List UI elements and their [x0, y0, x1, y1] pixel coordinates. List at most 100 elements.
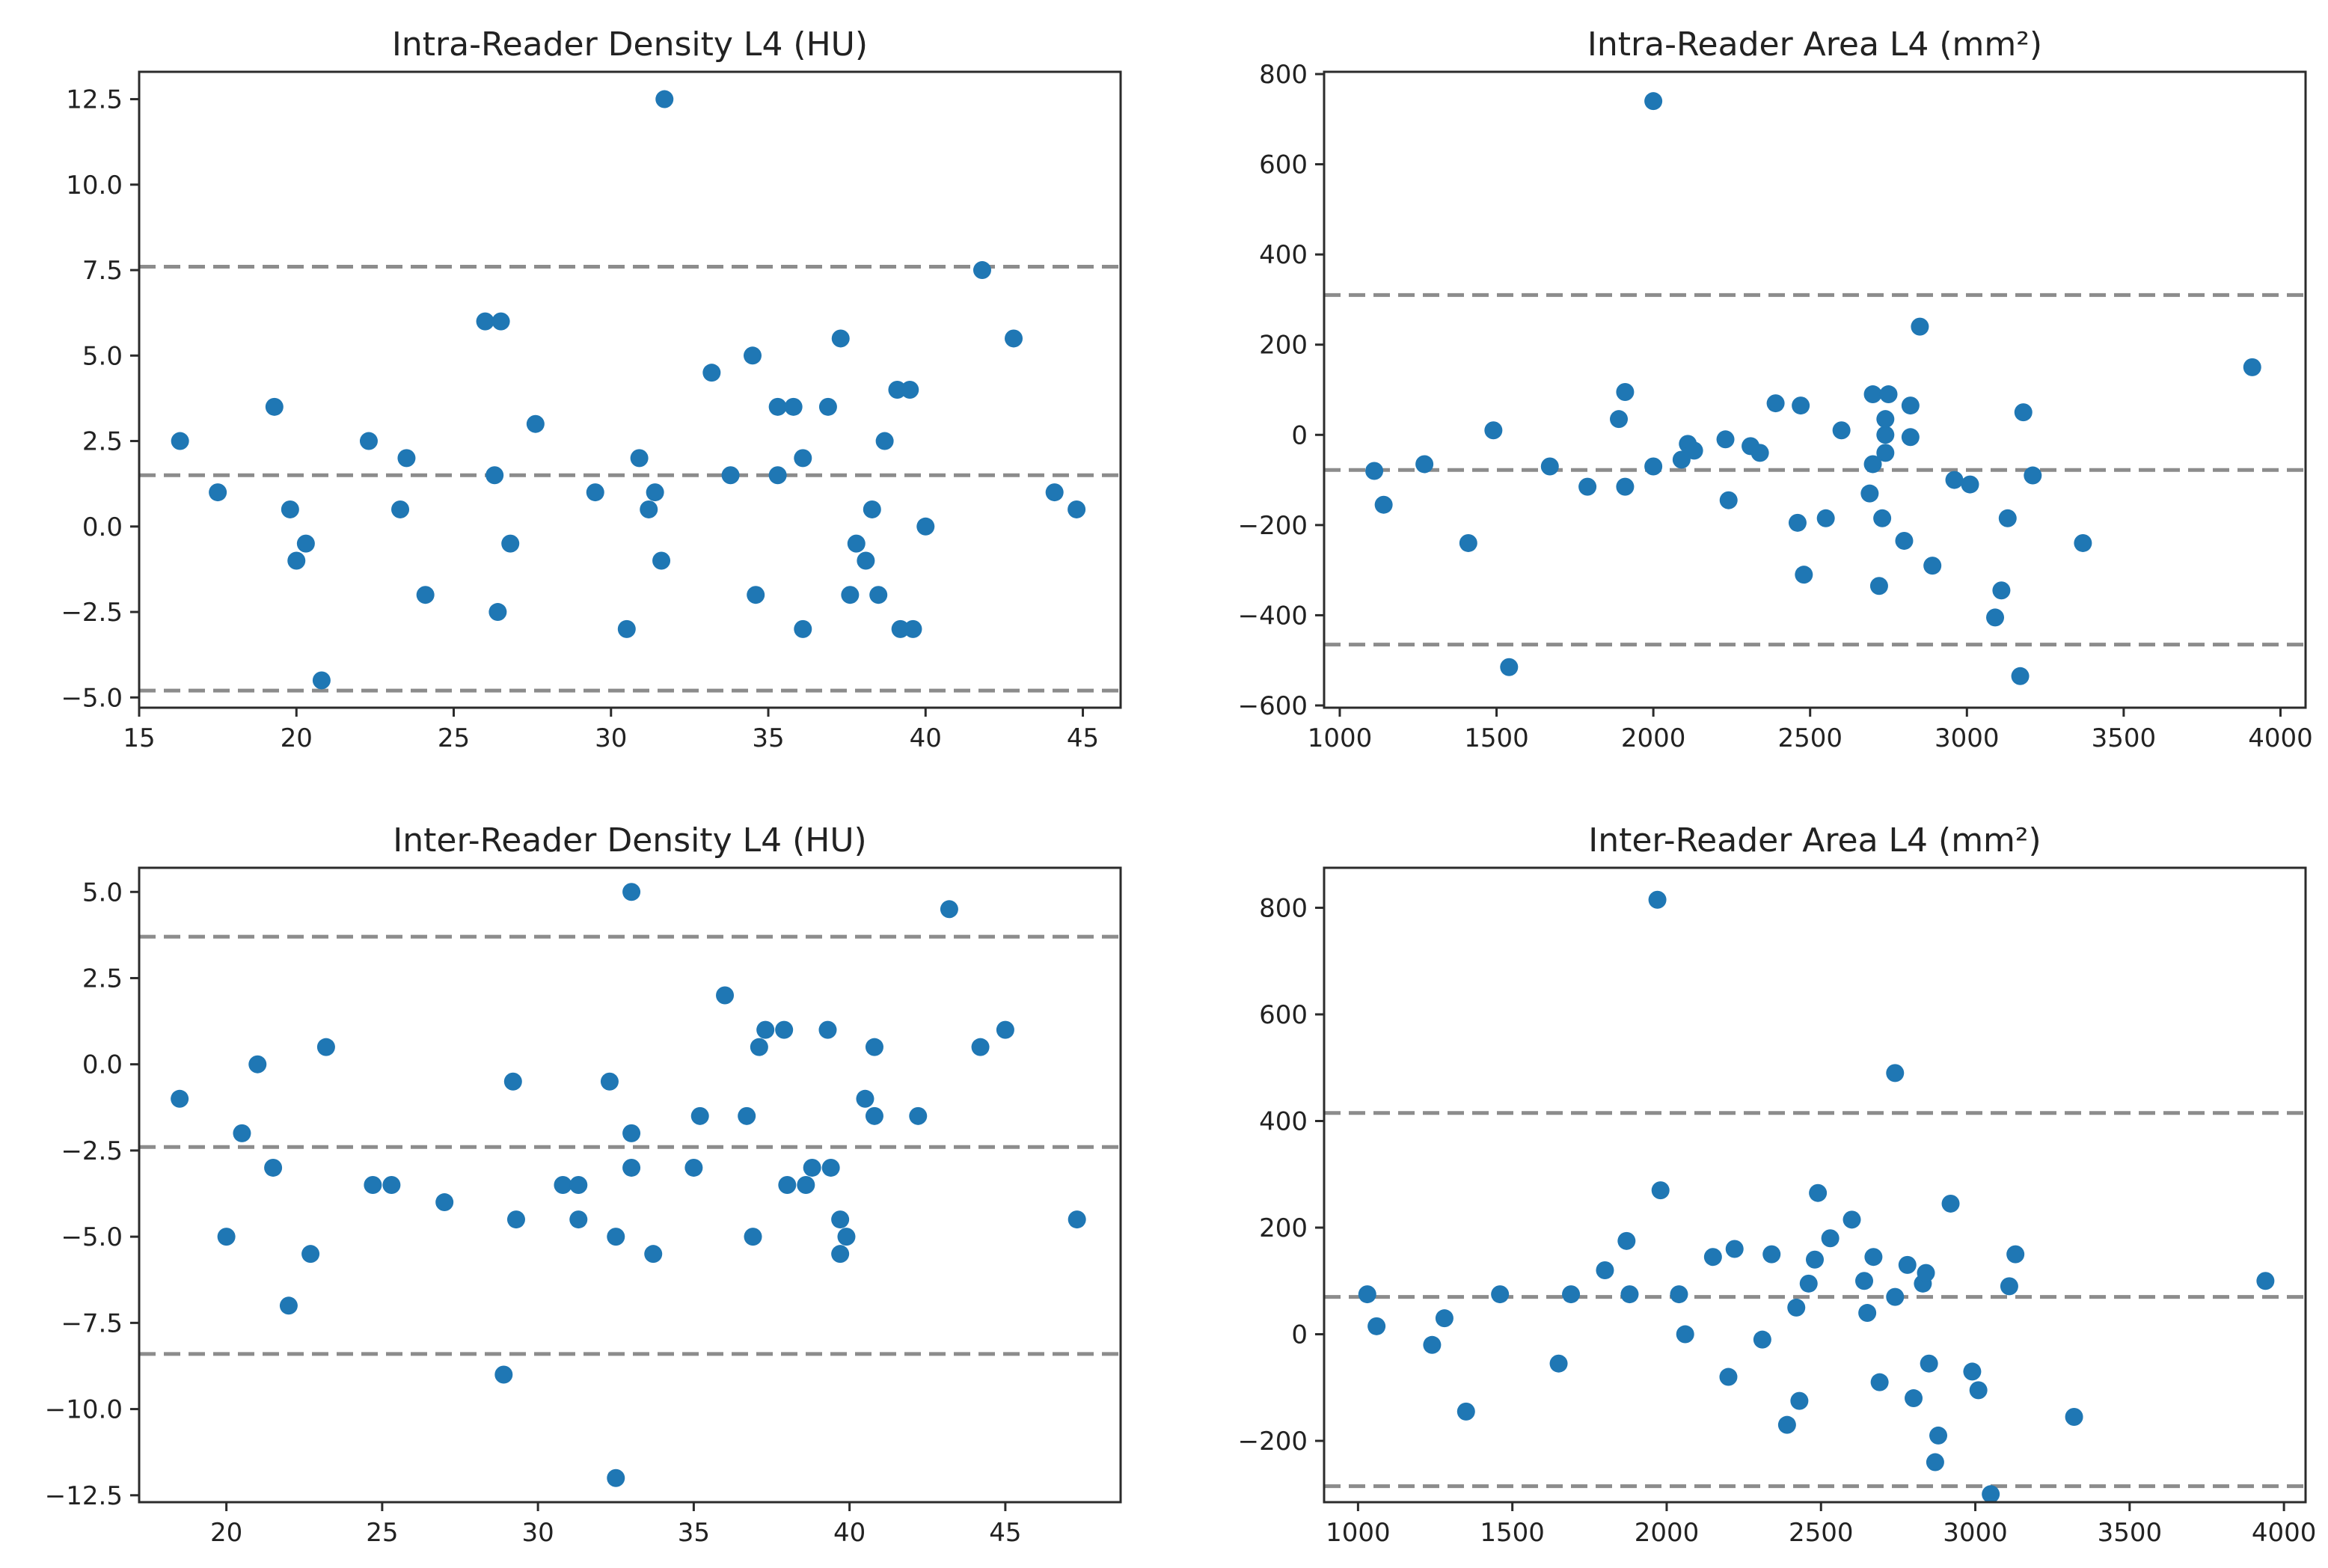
data-point: [640, 500, 658, 518]
data-point: [972, 261, 991, 280]
data-point: [1920, 1354, 1938, 1373]
data-point: [646, 483, 664, 502]
data-point: [1923, 557, 1942, 575]
data-point: [2024, 466, 2042, 485]
data-point: [617, 619, 636, 638]
data-point: [744, 1228, 762, 1246]
data-point: [1750, 444, 1769, 462]
data-point: [684, 1158, 703, 1177]
data-point: [1685, 441, 1703, 460]
x-tick-label: 1000: [1308, 723, 1373, 753]
data-point: [1672, 450, 1691, 469]
data-point: [607, 1469, 625, 1487]
data-point: [435, 1193, 454, 1212]
data-point: [1941, 1194, 1960, 1213]
plot-frame: [1323, 70, 2307, 709]
data-point: [738, 1106, 756, 1125]
data-point: [391, 500, 410, 518]
data-point: [1876, 444, 1895, 462]
data-point: [1806, 1250, 1824, 1269]
data-point: [721, 466, 740, 485]
x-tick-label: 35: [752, 723, 784, 753]
data-point: [1578, 477, 1597, 496]
x-tick-label: 15: [123, 723, 155, 753]
data-point: [488, 603, 507, 622]
intra-reader-area-panel: Intra-Reader Area L4 (mm²)1000 1500 2000 25…: [1238, 25, 2313, 753]
data-point: [1500, 658, 1519, 676]
x-tick-label: 40: [910, 723, 942, 753]
x-tick-label: 45: [989, 1518, 1021, 1548]
data-point: [869, 586, 888, 604]
x-tick-label: 35: [678, 1518, 710, 1548]
data-point: [1365, 462, 1384, 480]
data-point: [1067, 500, 1086, 518]
data-point: [1374, 495, 1393, 514]
x-tick-label: 1500: [1464, 723, 1529, 753]
data-point: [1719, 491, 1738, 509]
data-point: [1809, 1183, 1828, 1202]
data-point: [485, 466, 504, 485]
x-tick-label: 2000: [1635, 1518, 1700, 1548]
data-point: [1799, 1274, 1818, 1293]
data-point: [287, 551, 306, 570]
data-point: [607, 1228, 625, 1246]
data-point: [491, 312, 510, 331]
data-point: [1821, 1229, 1840, 1248]
data-point: [569, 1210, 588, 1229]
data-point: [768, 397, 787, 416]
plot-frame: [138, 866, 1122, 1504]
data-point: [1876, 410, 1895, 429]
y-tick-label: 800: [1259, 60, 1308, 90]
x-tick-label: 3500: [2098, 1518, 2163, 1548]
data-point: [1766, 394, 1785, 413]
x-tick-label: 40: [833, 1518, 866, 1548]
chart-title: Intra-Reader Area L4 (mm²): [1587, 25, 2042, 64]
data-point: [554, 1176, 572, 1194]
data-point: [1562, 1285, 1581, 1304]
data-point: [702, 364, 721, 382]
data-point: [865, 1106, 883, 1125]
data-point: [494, 1365, 513, 1384]
data-point: [803, 1158, 821, 1177]
data-point: [217, 1228, 236, 1246]
data-point: [971, 1038, 990, 1056]
data-point: [1703, 1248, 1722, 1267]
data-point: [1982, 1485, 2000, 1504]
data-point: [940, 900, 958, 919]
y-tick-label: −200: [1238, 1427, 1308, 1457]
data-point: [831, 1245, 850, 1264]
y-tick-label: 12.5: [66, 85, 123, 115]
x-tick-label: 1500: [1480, 1518, 1545, 1548]
data-point: [1670, 1285, 1688, 1304]
chart-title: Inter-Reader Area L4 (mm²): [1588, 821, 2041, 860]
x-tick-label: 3000: [1935, 723, 2000, 753]
data-point: [1484, 421, 1503, 440]
data-point: [1620, 1285, 1639, 1304]
data-point: [1876, 426, 1895, 444]
data-point: [1929, 1426, 1948, 1445]
data-point: [1998, 509, 2017, 527]
data-point: [901, 381, 919, 399]
data-point: [1917, 1264, 1935, 1282]
x-tick-label: 2000: [1621, 723, 1686, 753]
data-point: [831, 329, 850, 348]
data-point: [1358, 1285, 1376, 1304]
y-tick-label: −2.5: [61, 598, 123, 628]
data-point: [1651, 1181, 1670, 1200]
data-point: [586, 483, 604, 502]
plot-frame: [1323, 866, 2307, 1504]
data-point: [756, 1020, 775, 1039]
data-point: [622, 1124, 641, 1142]
plot-frame: [138, 70, 1122, 709]
data-point: [1816, 509, 1835, 527]
y-tick-label: −5.0: [61, 683, 123, 713]
data-point: [1879, 385, 1898, 404]
data-point: [264, 1158, 283, 1177]
y-tick-label: −200: [1238, 511, 1308, 541]
data-point: [818, 397, 837, 416]
data-point: [1777, 1415, 1796, 1434]
data-point: [1459, 533, 1477, 552]
data-point: [1725, 1240, 1744, 1258]
data-point: [2256, 1272, 2275, 1290]
